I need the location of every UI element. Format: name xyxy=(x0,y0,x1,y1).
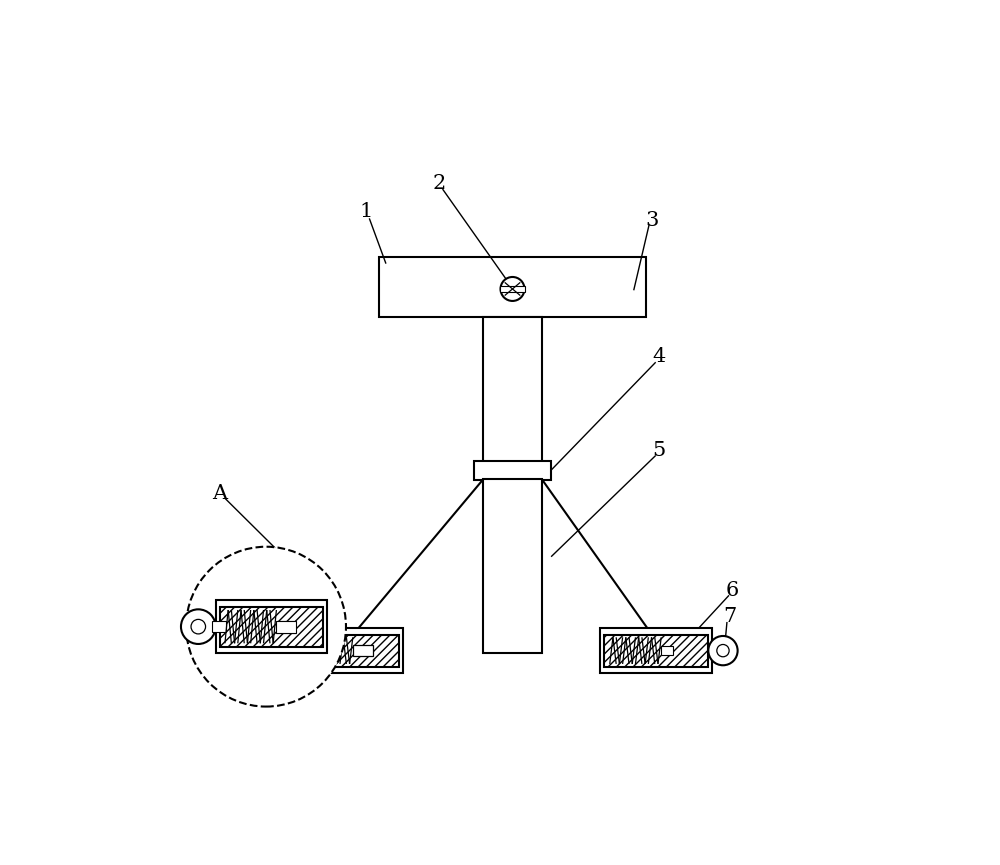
Bar xyxy=(661,646,673,656)
Circle shape xyxy=(501,277,524,301)
Text: 1: 1 xyxy=(359,202,373,221)
Bar xyxy=(483,317,542,464)
Text: 3: 3 xyxy=(646,211,659,230)
Bar xyxy=(483,479,542,653)
Text: 7: 7 xyxy=(723,607,736,626)
Bar xyxy=(276,621,296,632)
Bar xyxy=(353,645,373,656)
Bar xyxy=(379,257,646,317)
Bar xyxy=(216,600,327,653)
Text: 4: 4 xyxy=(652,348,666,367)
Text: A: A xyxy=(212,484,227,503)
Bar xyxy=(474,461,551,480)
Circle shape xyxy=(266,636,295,665)
Text: 5: 5 xyxy=(652,440,666,459)
Bar xyxy=(292,646,304,656)
Bar xyxy=(220,606,323,647)
Circle shape xyxy=(186,547,346,707)
Circle shape xyxy=(708,636,738,665)
Text: 2: 2 xyxy=(433,174,446,193)
Circle shape xyxy=(181,609,216,644)
Bar xyxy=(500,286,525,292)
Circle shape xyxy=(717,644,729,657)
Bar xyxy=(604,635,708,667)
Bar xyxy=(600,628,712,673)
Circle shape xyxy=(191,619,206,634)
Text: 6: 6 xyxy=(726,580,739,599)
Bar xyxy=(296,635,399,667)
Bar xyxy=(292,628,403,673)
Circle shape xyxy=(275,644,287,657)
Bar xyxy=(212,621,226,632)
